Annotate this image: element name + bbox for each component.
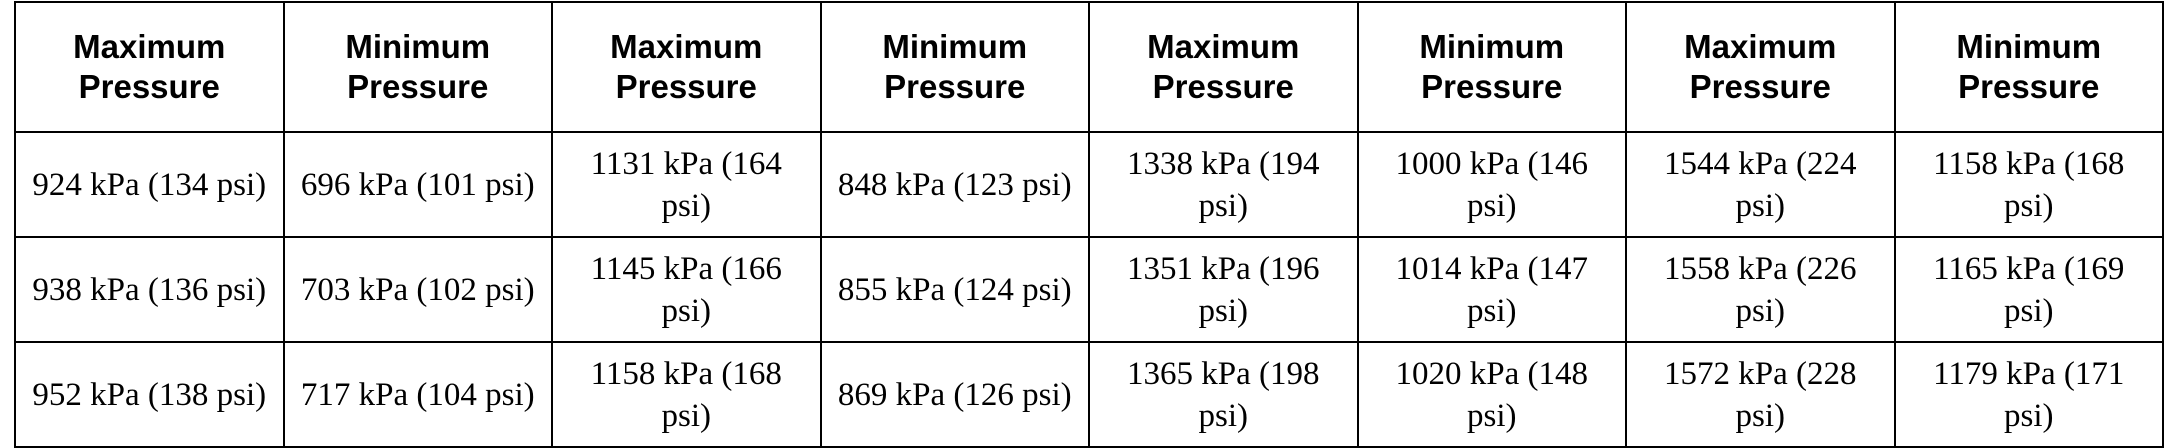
column-header: Maximum Pressure	[1088, 1, 1359, 133]
table-cell: 924 kPa (134 psi)	[14, 131, 285, 238]
table-cell: 848 kPa (123 psi)	[819, 131, 1090, 238]
table-cell: 1338 kPa (194 psi)	[1088, 131, 1359, 238]
table-cell: 1165 kPa (169 psi)	[1893, 236, 2164, 343]
column-header: Maximum Pressure	[551, 1, 822, 133]
pressure-table: Maximum Pressure Minimum Pressure Maximum …	[14, 1, 2164, 448]
table-cell: 696 kPa (101 psi)	[282, 131, 553, 238]
table-cell: 1365 kPa (198 psi)	[1088, 341, 1359, 448]
table-cell: 1158 kPa (168 psi)	[551, 341, 822, 448]
column-header: Minimum Pressure	[1356, 1, 1627, 133]
table-cell: 1572 kPa (228 psi)	[1625, 341, 1896, 448]
table-cell: 869 kPa (126 psi)	[819, 341, 1090, 448]
table-row: 924 kPa (134 psi) 696 kPa (101 psi) 1131 k…	[14, 131, 2164, 238]
table-cell: 1145 kPa (166 psi)	[551, 236, 822, 343]
column-header: Minimum Pressure	[819, 1, 1090, 133]
table-cell: 938 kPa (136 psi)	[14, 236, 285, 343]
table-cell: 703 kPa (102 psi)	[282, 236, 553, 343]
table-cell: 1014 kPa (147 psi)	[1356, 236, 1627, 343]
table-cell: 1131 kPa (164 psi)	[551, 131, 822, 238]
column-header: Maximum Pressure	[14, 1, 285, 133]
table-cell: 855 kPa (124 psi)	[819, 236, 1090, 343]
table-cell: 1544 kPa (224 psi)	[1625, 131, 1896, 238]
table-cell: 952 kPa (138 psi)	[14, 341, 285, 448]
table-cell: 1351 kPa (196 psi)	[1088, 236, 1359, 343]
table-row: 938 kPa (136 psi) 703 kPa (102 psi) 1145 k…	[14, 236, 2164, 343]
table-cell: 1179 kPa (171 psi)	[1893, 341, 2164, 448]
table-cell: 1158 kPa (168 psi)	[1893, 131, 2164, 238]
table-cell: 1558 kPa (226 psi)	[1625, 236, 1896, 343]
column-header: Minimum Pressure	[282, 1, 553, 133]
table-cell: 1000 kPa (146 psi)	[1356, 131, 1627, 238]
table-header: Maximum Pressure Minimum Pressure Maximum …	[14, 1, 2164, 133]
table-body: 924 kPa (134 psi) 696 kPa (101 psi) 1131 k…	[14, 131, 2164, 448]
column-header: Minimum Pressure	[1893, 1, 2164, 133]
table-cell: 1020 kPa (148 psi)	[1356, 341, 1627, 448]
table-cell: 717 kPa (104 psi)	[282, 341, 553, 448]
table-row: 952 kPa (138 psi) 717 kPa (104 psi) 1158 k…	[14, 341, 2164, 448]
column-header: Maximum Pressure	[1625, 1, 1896, 133]
header-row: Maximum Pressure Minimum Pressure Maximum …	[14, 1, 2164, 133]
